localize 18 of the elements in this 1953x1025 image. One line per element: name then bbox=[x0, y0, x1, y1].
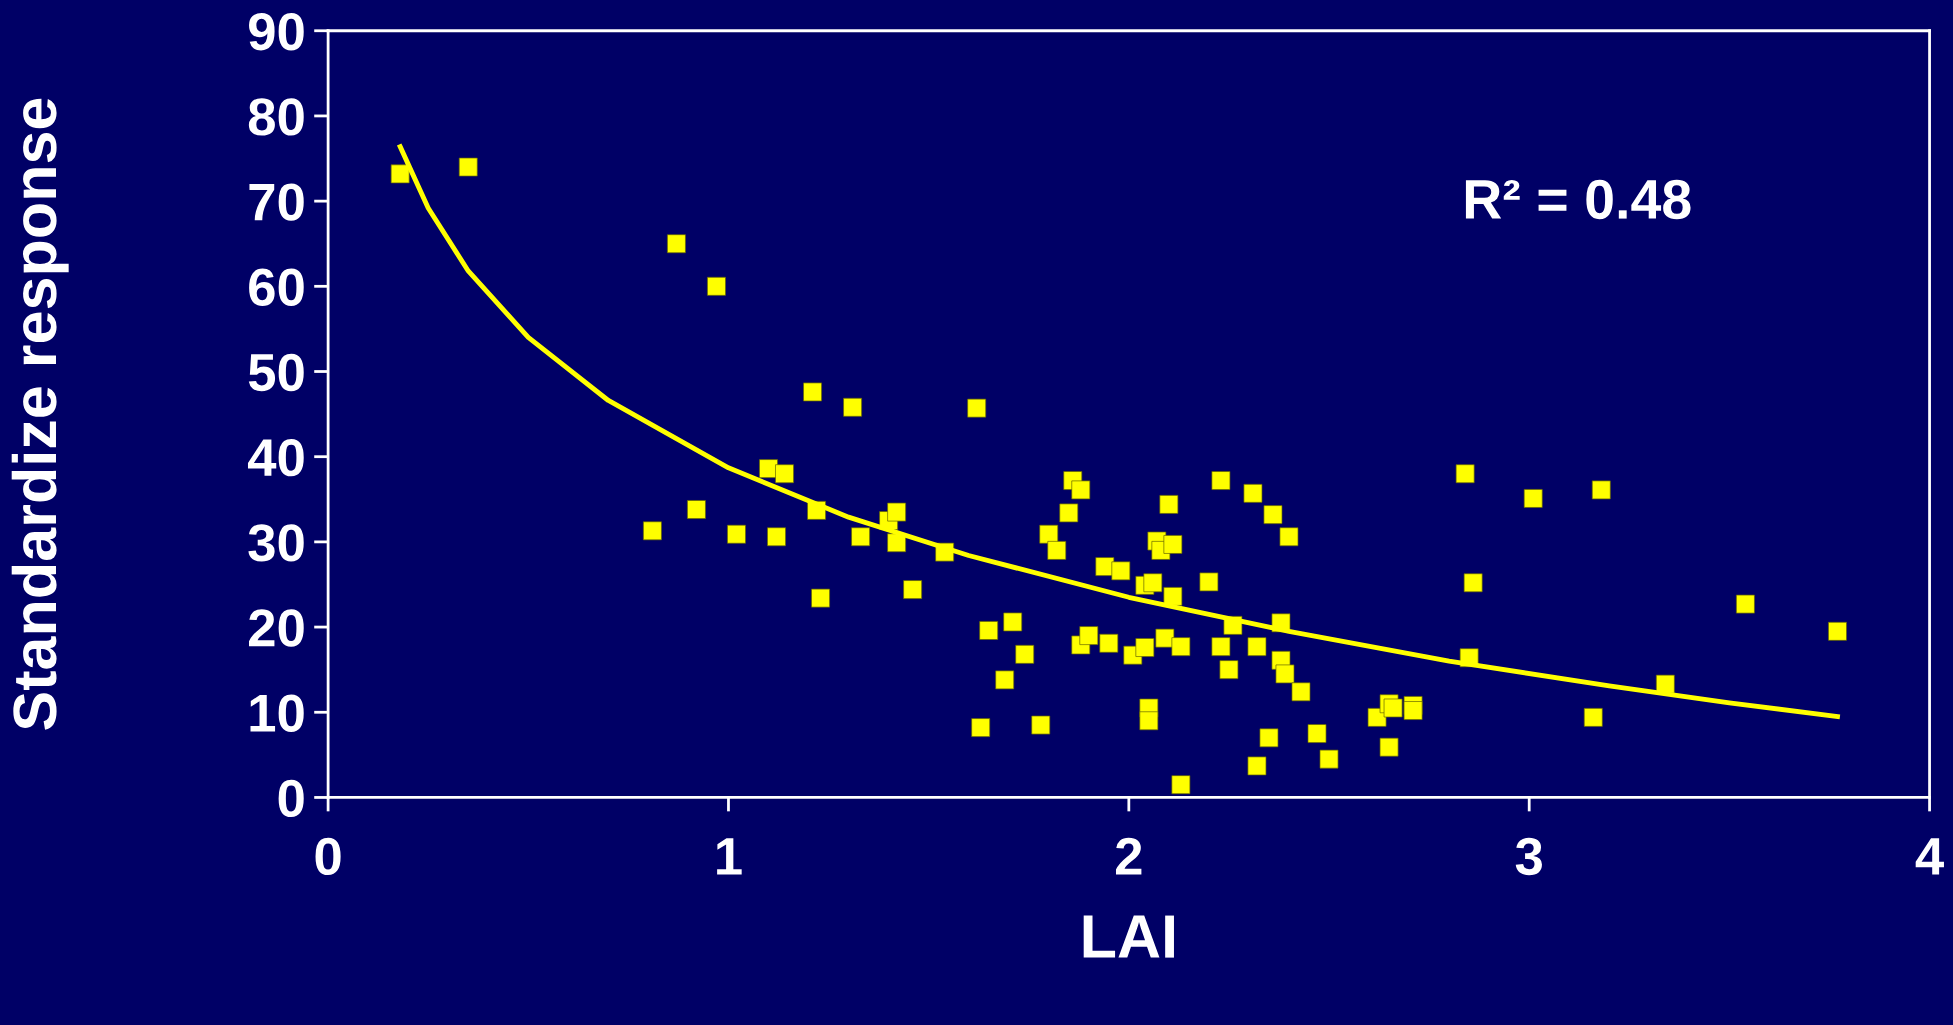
y-tick-label: 0 bbox=[278, 779, 304, 818]
x-tick-label: 0 bbox=[315, 837, 341, 876]
x-tick-label: 1 bbox=[717, 838, 742, 875]
annotation: R² = 0.48 bbox=[1465, 179, 1691, 220]
y-tick-label: 10 bbox=[250, 694, 304, 732]
y-tick-label: 50 bbox=[248, 353, 304, 392]
y-tick-label: 70 bbox=[249, 183, 304, 221]
x-tick-label: 3 bbox=[1515, 837, 1542, 876]
y-axis-title: Standardize response bbox=[11, 98, 69, 730]
x-tick-label: 2 bbox=[1115, 837, 1142, 875]
y-tick-label: 90 bbox=[249, 13, 304, 51]
y-tick-label: 80 bbox=[248, 98, 304, 136]
x-tick-label: 4 bbox=[1915, 838, 1944, 875]
y-tick-label: 20 bbox=[249, 609, 304, 647]
y-tick-label: 60 bbox=[249, 268, 304, 306]
y-tick-label: 30 bbox=[248, 524, 304, 562]
x-axis-title: LAI bbox=[1083, 915, 1174, 958]
y-tick-label: 40 bbox=[247, 438, 304, 477]
